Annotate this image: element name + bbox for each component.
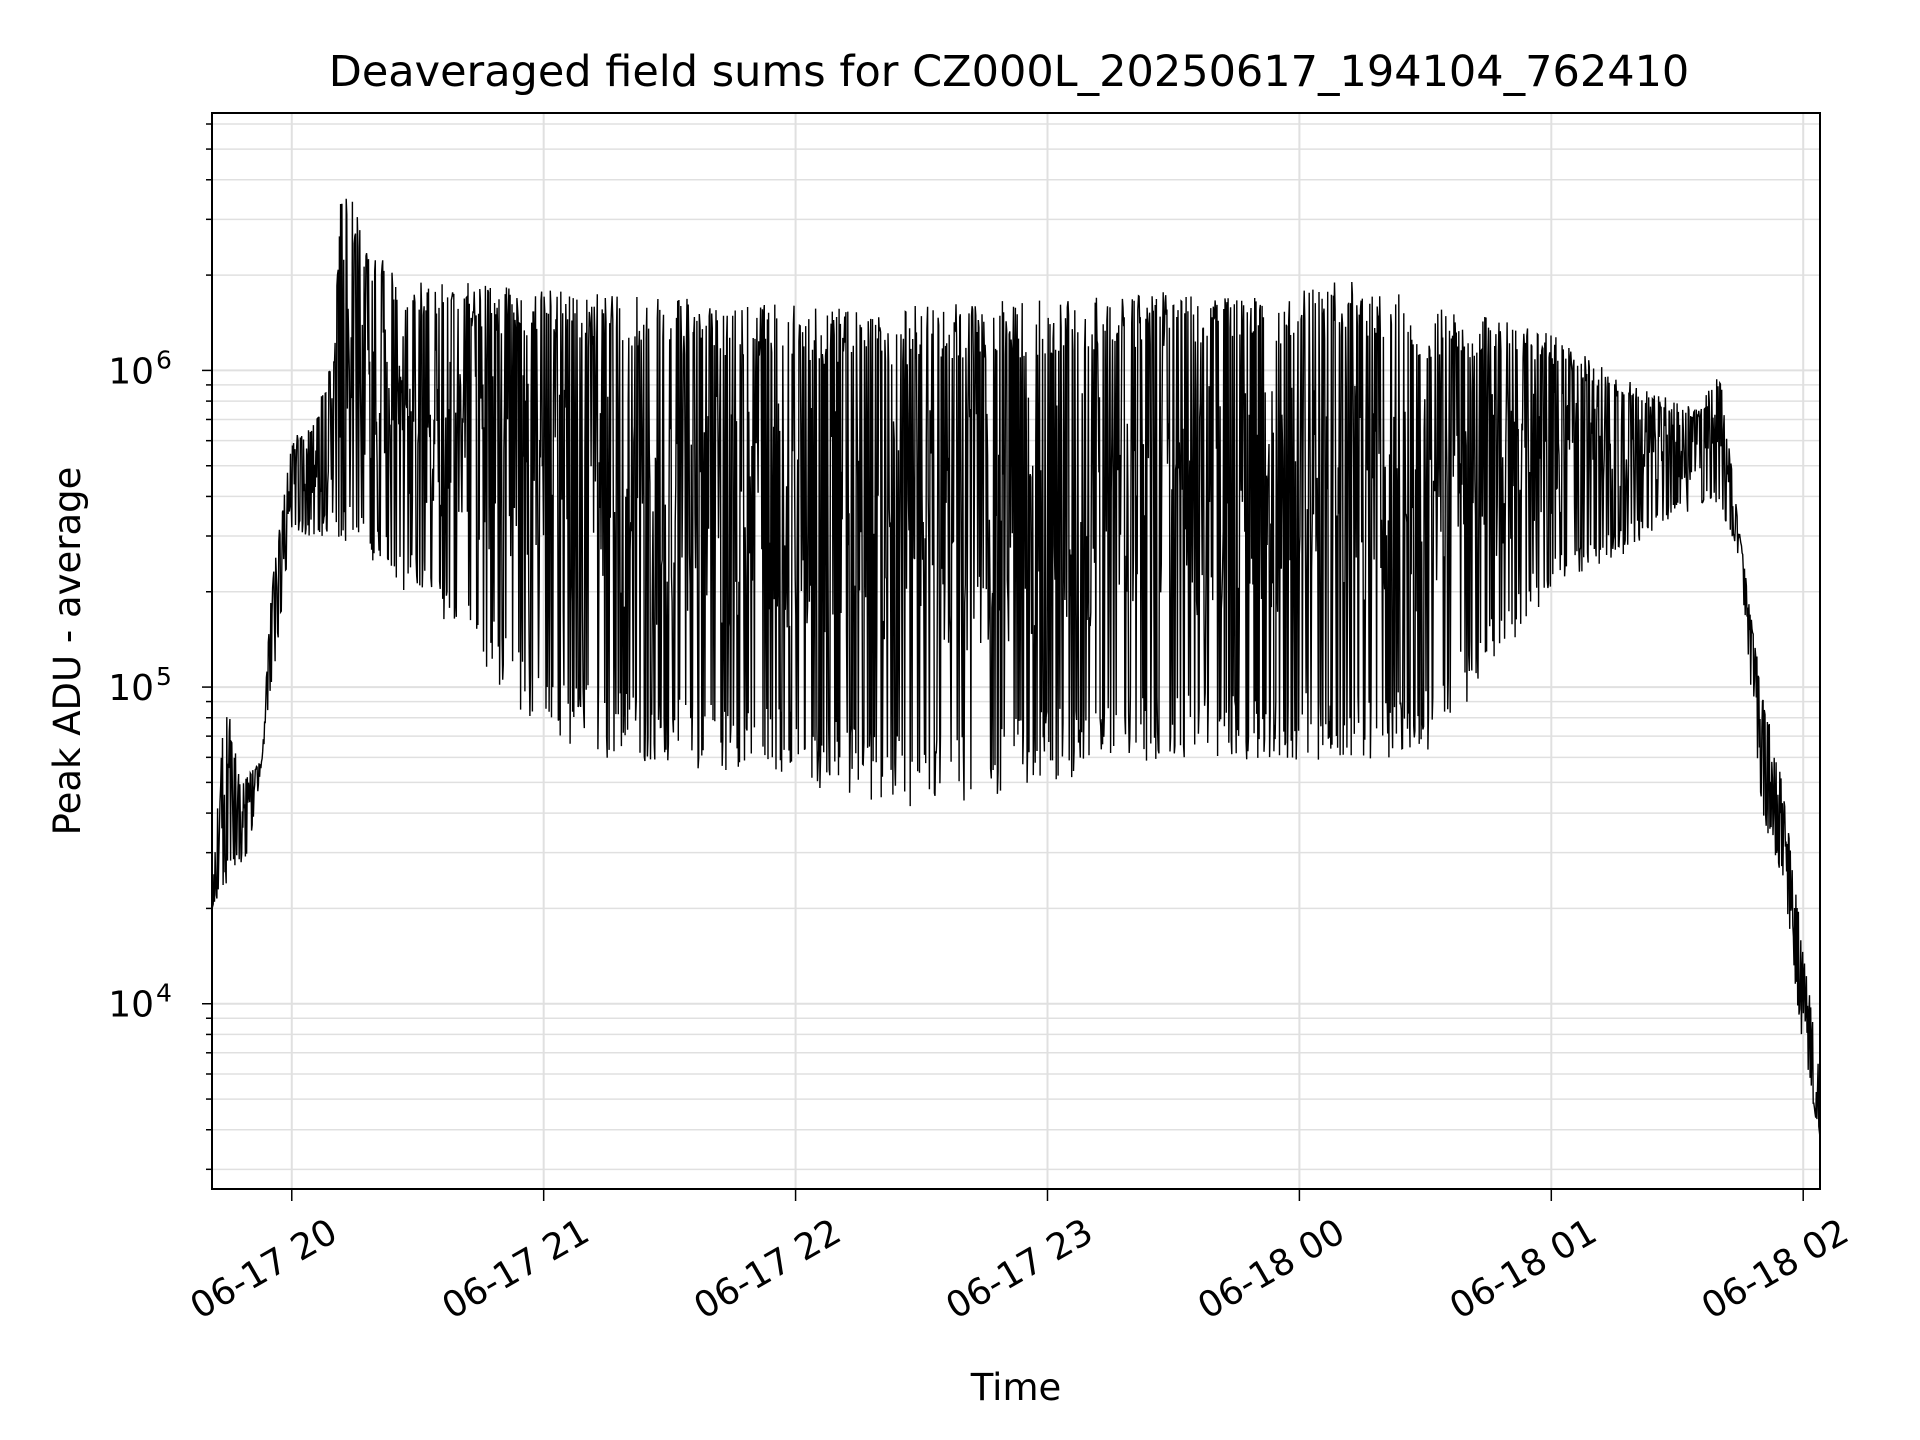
y-axis-label: Peak ADU - average — [46, 467, 89, 836]
y-tick-base: 10 — [108, 351, 154, 392]
x-tick-label: 06-18 02 — [1695, 1211, 1856, 1327]
x-tick-label: 06-17 21 — [436, 1211, 597, 1327]
x-tick-label: 06-17 20 — [184, 1211, 345, 1327]
y-tick-label: 10 4 — [108, 979, 172, 1026]
x-tick-label: 06-17 23 — [939, 1211, 1100, 1327]
series-line — [211, 198, 1821, 1138]
x-tick-label: 06-18 00 — [1191, 1211, 1352, 1327]
y-tick-exponent: 6 — [156, 345, 172, 374]
y-tick-label: 10 6 — [108, 345, 172, 392]
x-tick-label: 06-18 01 — [1443, 1211, 1604, 1327]
y-tick-base: 10 — [108, 668, 154, 709]
chart-title: Deaveraged field sums for CZ000L_2025061… — [329, 47, 1690, 97]
plot-frame — [211, 112, 1821, 1190]
x-axis: 06-17 20 06-17 21 06-17 22 06-17 23 06-18 00… — [184, 1189, 1856, 1328]
y-tick-exponent: 4 — [156, 979, 172, 1008]
y-tick-exponent: 5 — [156, 662, 172, 691]
x-tick-label: 06-17 22 — [687, 1211, 848, 1327]
x-axis-label: Time — [970, 1366, 1062, 1409]
y-tick-label: 10 5 — [108, 662, 172, 709]
y-tick-base: 10 — [108, 985, 154, 1026]
